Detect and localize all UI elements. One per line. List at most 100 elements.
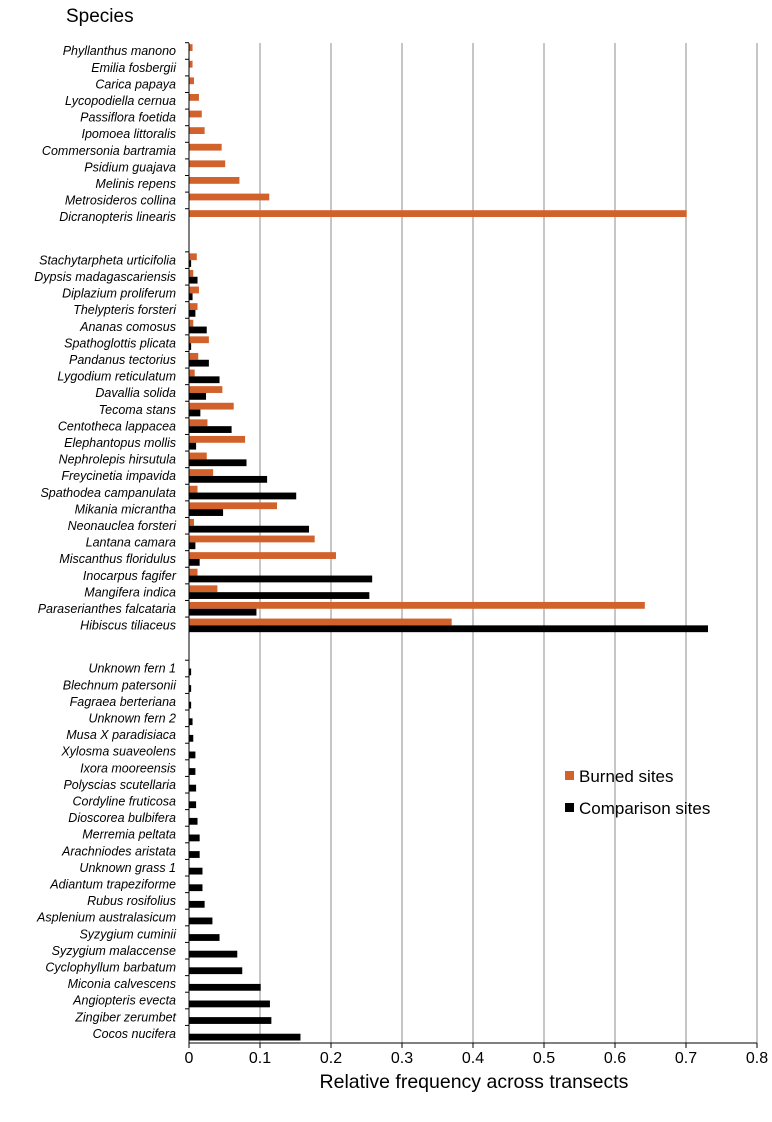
x-tick-label: 0.3: [391, 1050, 413, 1067]
bar-burned: [189, 160, 226, 168]
legend-label-burned: Burned sites: [579, 767, 674, 786]
bar-comparison: [189, 409, 201, 417]
category-label: Unknown fern 1: [88, 662, 176, 676]
bar-comparison: [189, 784, 197, 792]
bar-comparison: [189, 685, 192, 692]
x-tick-label: 0.6: [604, 1050, 626, 1067]
bar-comparison: [189, 668, 192, 676]
x-tick-label: 0.8: [746, 1050, 768, 1067]
category-label: Mikania micrantha: [75, 502, 176, 516]
x-tick-label: 0.7: [675, 1050, 697, 1067]
bar-burned: [189, 77, 194, 85]
category-label: Ananas comosus: [79, 320, 176, 334]
bar-burned: [189, 601, 645, 609]
category-label: Cocos nucifera: [93, 1027, 176, 1041]
bar-comparison: [189, 983, 261, 991]
category-label: Tecoma stans: [99, 403, 176, 417]
legend-swatch-comparison: [565, 803, 574, 812]
category-label: Centotheca lappacea: [58, 419, 176, 433]
category-label: Ixora mooreensis: [80, 761, 176, 775]
bar-comparison: [189, 293, 193, 301]
bar-burned: [189, 60, 193, 68]
bar-comparison: [189, 326, 207, 334]
bar-burned: [189, 319, 194, 327]
category-label: Miscanthus floridulus: [59, 552, 176, 566]
category-label: Mangifera indica: [84, 585, 176, 599]
category-label: Dypsis madagascariensis: [34, 270, 176, 284]
bar-comparison: [189, 475, 268, 483]
bar-burned: [189, 386, 223, 393]
bar-comparison: [189, 1017, 272, 1024]
category-label: Arachniodes aristata: [61, 844, 176, 858]
category-label: Merremia peltata: [82, 828, 176, 842]
bar-burned: [189, 269, 194, 277]
bar-comparison: [189, 734, 194, 742]
legend: Burned sites Comparison sites: [565, 767, 710, 818]
bar-comparison: [189, 376, 220, 384]
category-label: Blechnum patersonii: [63, 678, 177, 692]
x-axis-title: Relative frequency across transects: [320, 1071, 629, 1093]
category-labels: Phyllanthus manono Emilia fosbergii Carica…: [34, 44, 177, 1041]
category-label: Hibiscus tiliaceus: [80, 619, 176, 633]
bar-comparison: [189, 1000, 270, 1008]
category-label: Neonauclea forsteri: [68, 519, 178, 533]
category-label: Unknown fern 2: [88, 712, 176, 726]
bar-comparison: [189, 851, 200, 858]
gridlines: [259, 43, 758, 1043]
bar-comparison: [189, 834, 200, 842]
category-label: Inocarpus fagifer: [83, 569, 177, 583]
chart-title: Species: [66, 6, 134, 27]
bar-comparison: [189, 751, 196, 759]
bar-burned: [189, 210, 687, 217]
x-tick-label: 0.1: [249, 1050, 271, 1067]
bar-comparison: [189, 900, 205, 908]
bar-comparison: [189, 575, 373, 583]
bar-burned: [189, 552, 336, 559]
category-label: Nephrolepis hirsutula: [59, 453, 176, 467]
bar-comparison: [189, 442, 197, 450]
category-label: Lycopodiella cernua: [65, 94, 176, 108]
bar-comparison: [189, 701, 192, 709]
bar-comparison: [189, 392, 207, 400]
bar-comparison: [189, 917, 213, 925]
bar-comparison: [189, 309, 196, 317]
bar-comparison: [189, 718, 193, 726]
bar-burned: [189, 177, 240, 184]
category-label: Ipomoea littoralis: [82, 127, 177, 141]
bar-burned: [189, 585, 218, 593]
bar-burned: [189, 303, 198, 310]
bar-comparison: [189, 343, 192, 350]
x-tick-label: 0: [185, 1050, 194, 1067]
bars: [189, 44, 709, 1041]
category-label: Metrosideros collina: [65, 194, 176, 208]
bar-burned: [189, 193, 270, 201]
bar-comparison: [189, 592, 370, 599]
bar-comparison: [189, 950, 238, 958]
bar-burned: [189, 535, 315, 543]
bar-burned: [189, 518, 194, 526]
bar-comparison: [189, 934, 220, 941]
bar-burned: [189, 618, 452, 626]
category-label: Paraserianthes falcataria: [38, 602, 176, 616]
bar-comparison: [189, 492, 297, 500]
legend-label-comparison: Comparison sites: [579, 799, 710, 818]
bar-comparison: [189, 768, 196, 775]
bar-comparison: [189, 867, 203, 875]
bar-comparison: [189, 1033, 301, 1041]
bar-comparison: [189, 817, 198, 825]
bar-comparison: [189, 967, 243, 975]
category-label: Psidium guajava: [84, 160, 176, 174]
bar-comparison: [189, 459, 247, 467]
bar-burned: [189, 286, 199, 294]
bar-comparison: [189, 359, 209, 367]
category-label: Diplazium proliferum: [62, 287, 176, 301]
x-tick-labels: 0 0.1 0.2 0.3 0.4 0.5 0.6 0.7 0.8: [185, 1050, 769, 1067]
bar-burned: [189, 44, 193, 51]
x-tick-label: 0.5: [533, 1050, 555, 1067]
category-label: Melinis repens: [95, 177, 176, 191]
category-label: Thelypteris forsteri: [73, 303, 177, 317]
bar-comparison: [189, 625, 709, 633]
category-label: Dioscorea bulbifera: [68, 811, 176, 825]
bar-comparison: [189, 426, 232, 433]
